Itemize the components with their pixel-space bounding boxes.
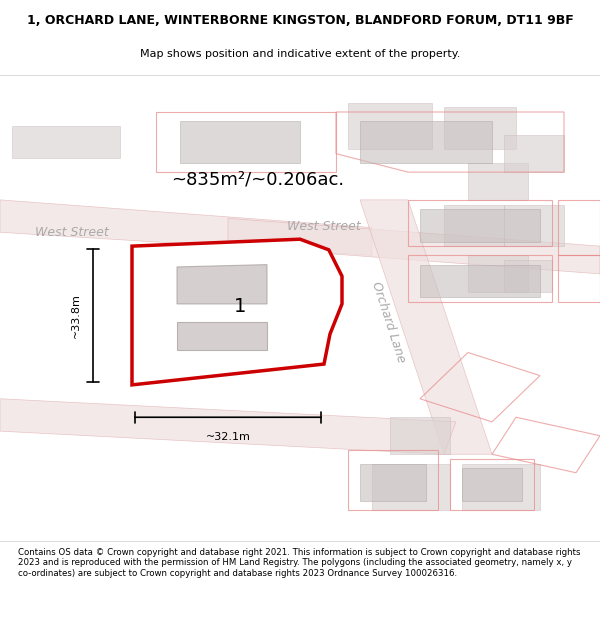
FancyBboxPatch shape: [504, 204, 564, 246]
Polygon shape: [360, 200, 492, 454]
Text: 1: 1: [234, 297, 246, 316]
Text: West Street: West Street: [287, 220, 361, 233]
Polygon shape: [228, 218, 600, 274]
FancyBboxPatch shape: [504, 135, 564, 172]
Text: Orchard Lane: Orchard Lane: [370, 280, 408, 365]
Text: Contains OS data © Crown copyright and database right 2021. This information is : Contains OS data © Crown copyright and d…: [18, 548, 581, 578]
Polygon shape: [132, 239, 342, 385]
FancyBboxPatch shape: [444, 204, 504, 246]
Polygon shape: [177, 264, 267, 304]
Polygon shape: [420, 264, 540, 297]
FancyBboxPatch shape: [468, 256, 528, 292]
Polygon shape: [0, 200, 372, 256]
FancyBboxPatch shape: [390, 418, 450, 454]
Text: ~33.8m: ~33.8m: [71, 293, 81, 338]
FancyBboxPatch shape: [348, 102, 432, 149]
Polygon shape: [360, 121, 492, 163]
Polygon shape: [180, 121, 300, 163]
FancyBboxPatch shape: [372, 464, 450, 510]
Polygon shape: [420, 209, 540, 241]
Text: ~32.1m: ~32.1m: [206, 432, 250, 442]
Text: Map shows position and indicative extent of the property.: Map shows position and indicative extent…: [140, 49, 460, 59]
Polygon shape: [177, 322, 267, 350]
FancyBboxPatch shape: [468, 163, 528, 200]
Text: 1, ORCHARD LANE, WINTERBORNE KINGSTON, BLANDFORD FORUM, DT11 9BF: 1, ORCHARD LANE, WINTERBORNE KINGSTON, B…: [26, 14, 574, 28]
Polygon shape: [360, 464, 426, 501]
FancyBboxPatch shape: [504, 260, 552, 292]
Text: ~835m²/~0.206ac.: ~835m²/~0.206ac.: [172, 170, 344, 188]
FancyBboxPatch shape: [462, 464, 540, 510]
Polygon shape: [0, 399, 456, 454]
Text: West Street: West Street: [35, 226, 109, 239]
Polygon shape: [462, 468, 522, 501]
FancyBboxPatch shape: [444, 107, 516, 149]
FancyBboxPatch shape: [12, 126, 120, 158]
